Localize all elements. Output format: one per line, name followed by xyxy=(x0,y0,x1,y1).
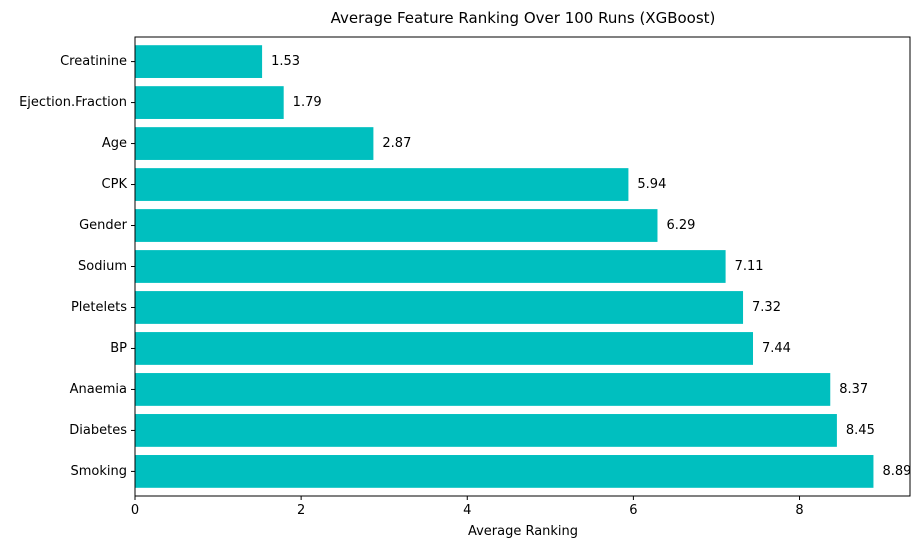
y-tick-label: Pletelets xyxy=(71,300,127,315)
bar-gender xyxy=(135,209,658,242)
bar-age xyxy=(135,127,374,160)
bar-pletelets xyxy=(135,291,744,324)
y-tick-label: Creatinine xyxy=(60,54,127,69)
y-tick-label: CPK xyxy=(102,177,128,192)
bar-ejection-fraction xyxy=(135,86,284,119)
x-axis-title: Average Ranking xyxy=(468,524,578,539)
bar-value-label: 8.37 xyxy=(839,382,868,397)
x-tick-label: 2 xyxy=(297,503,305,518)
bar-value-label: 8.45 xyxy=(846,423,875,438)
bar-anaemia xyxy=(135,373,831,406)
x-tick-label: 8 xyxy=(795,503,803,518)
plot-frame xyxy=(134,36,911,497)
bar-value-label: 1.79 xyxy=(293,95,322,110)
y-tick-label: Age xyxy=(102,136,127,151)
bar-creatinine xyxy=(135,45,263,78)
bar-sodium xyxy=(135,250,726,283)
y-tick-label: Diabetes xyxy=(69,423,127,438)
bar-bp xyxy=(135,332,754,365)
bar-value-label: 7.44 xyxy=(762,341,791,356)
bar-value-label: 1.53 xyxy=(271,54,300,69)
bar-value-label: 2.87 xyxy=(382,136,411,151)
x-tick-label: 6 xyxy=(629,503,637,518)
plot-area: Creatinine 1.53 Ejection.Fraction 1.79 Age 2.… xyxy=(19,36,911,518)
bar-value-label: 5.94 xyxy=(637,177,666,192)
x-tick-label: 0 xyxy=(131,503,139,518)
y-tick-label: BP xyxy=(110,341,127,356)
bar-value-label: 7.11 xyxy=(735,259,764,274)
y-tick-label: Anaemia xyxy=(70,382,127,397)
bar-cpk xyxy=(135,168,629,201)
y-tick-label: Ejection.Fraction xyxy=(19,95,127,110)
bar-value-label: 8.89 xyxy=(882,464,911,479)
bar-smoking xyxy=(135,455,874,488)
y-tick-label: Gender xyxy=(79,218,128,233)
bar-diabetes xyxy=(135,414,837,447)
bar-value-label: 6.29 xyxy=(666,218,695,233)
x-tick-label: 4 xyxy=(463,503,471,518)
chart-title: Average Feature Ranking Over 100 Runs (X… xyxy=(331,9,716,27)
y-tick-label: Smoking xyxy=(70,464,127,479)
bar-value-label: 7.32 xyxy=(752,300,781,315)
y-tick-label: Sodium xyxy=(78,259,127,274)
